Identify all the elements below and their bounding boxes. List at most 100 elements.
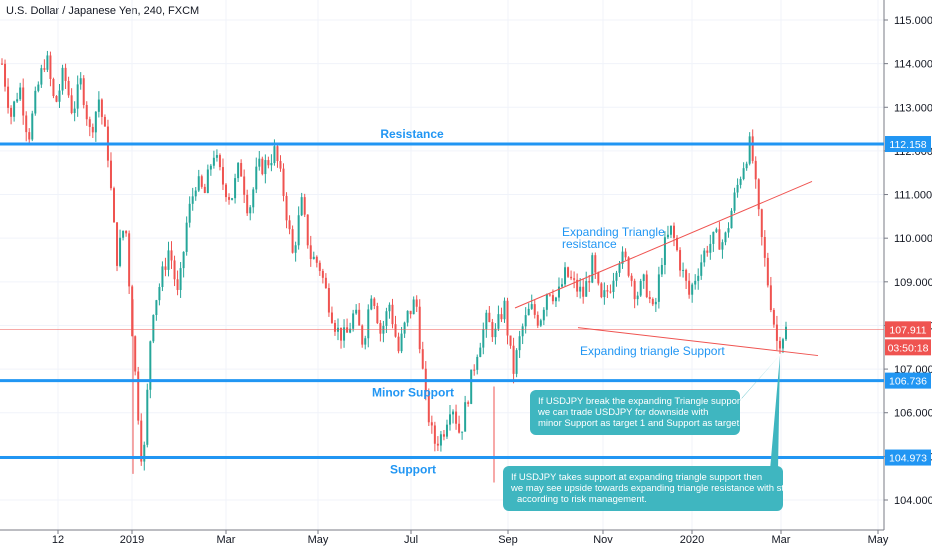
- candle-body: [167, 250, 170, 270]
- candle-body: [64, 67, 67, 81]
- minor-support-price-badge: 106.736: [889, 376, 927, 388]
- candle-body: [769, 285, 772, 310]
- candle-body: [249, 207, 252, 214]
- candle-body: [600, 283, 603, 298]
- candle-body: [763, 237, 766, 258]
- candle-body: [270, 163, 273, 166]
- candle-body: [663, 237, 666, 265]
- resistance-price-badge-bg: [885, 136, 931, 153]
- candle-body: [497, 314, 500, 329]
- candle-body: [778, 340, 781, 349]
- candle-body: [282, 168, 285, 196]
- candle-body: [781, 339, 784, 349]
- candle-body: [694, 280, 697, 285]
- candle-body: [206, 169, 209, 193]
- candle-body: [467, 402, 470, 404]
- x-tick-label-5: Sep: [498, 534, 518, 546]
- candle-body: [415, 299, 418, 307]
- candle-body: [155, 300, 158, 316]
- candle-body: [10, 107, 13, 117]
- candle-body: [530, 304, 533, 309]
- candle-body: [240, 163, 243, 177]
- candle-body: [648, 297, 651, 299]
- y-tick-label-0: 115.000: [894, 15, 932, 27]
- candle-body: [191, 196, 194, 204]
- resistance-label: Resistance: [380, 127, 444, 141]
- candle-body: [736, 184, 739, 193]
- candle-body: [330, 312, 333, 323]
- candle-body: [252, 189, 255, 208]
- x-tick-label-0: 12: [52, 534, 64, 546]
- candle-body: [140, 420, 143, 462]
- candle-body: [22, 87, 25, 116]
- candle-body: [582, 286, 585, 297]
- candle-body: [551, 295, 554, 302]
- candle-body: [427, 391, 430, 423]
- triangle-resistance-label-line-1: Expanding Triangle: [562, 225, 665, 239]
- candle-body: [615, 272, 618, 281]
- candle-body: [718, 229, 721, 250]
- candle-body: [548, 294, 551, 296]
- candle-body: [146, 389, 149, 445]
- candle-body: [603, 290, 606, 298]
- candle-body: [412, 299, 415, 315]
- candle-body: [94, 111, 97, 133]
- candle-body: [40, 68, 43, 85]
- candle-body: [255, 166, 258, 190]
- x-tick-label-6: Nov: [593, 534, 613, 546]
- candle-body: [67, 80, 70, 96]
- candle-body: [712, 231, 715, 244]
- candle-body: [16, 99, 19, 102]
- candle-body: [49, 55, 52, 79]
- support-label: Support: [390, 463, 436, 477]
- minor-support-price-badge-bg: [885, 372, 931, 389]
- candle-body: [579, 286, 582, 292]
- candle-body: [394, 324, 397, 337]
- candle-body: [25, 115, 28, 133]
- candle-body: [91, 126, 94, 133]
- candle-body: [7, 86, 10, 108]
- candle-body: [97, 99, 100, 112]
- y-tick-label-1: 114.000: [894, 59, 932, 71]
- candle-body: [143, 444, 146, 462]
- triangle-resistance-label-line-2: resistance: [562, 237, 617, 251]
- candle-body: [79, 78, 82, 85]
- candle-body: [197, 176, 200, 191]
- candle-body: [134, 336, 137, 372]
- candle-body: [349, 328, 352, 333]
- candle-body: [34, 90, 37, 114]
- candle-body: [436, 443, 439, 446]
- y-tick-label-9: 106.000: [894, 408, 932, 420]
- candle-body: [573, 278, 576, 280]
- candle-body: [688, 280, 691, 295]
- candle-body: [173, 260, 176, 280]
- callout-bounce-line-1: If USDJPY takes support at expanding tri…: [511, 472, 763, 483]
- candle-body: [122, 230, 125, 238]
- candle-body: [464, 402, 467, 432]
- minor-support-label: Minor Support: [372, 386, 454, 400]
- candle-body: [785, 326, 787, 340]
- candle-body: [285, 195, 288, 221]
- candle-body: [264, 160, 267, 175]
- candle-body: [409, 310, 412, 315]
- candle-body: [715, 229, 718, 232]
- candle-body: [452, 411, 455, 415]
- support-price-badge: 104.973: [889, 453, 927, 465]
- candle-body: [231, 198, 234, 200]
- candle-body: [370, 298, 373, 310]
- candle-body: [400, 333, 403, 352]
- candle-body: [697, 275, 700, 281]
- candle-body: [461, 431, 464, 433]
- candle-body: [751, 136, 754, 161]
- candle-body: [679, 250, 682, 271]
- candle-body: [509, 335, 512, 346]
- candle-body: [279, 161, 282, 169]
- candle-body: [473, 369, 476, 371]
- x-tick-label-9: May: [868, 534, 889, 546]
- candle-body: [318, 262, 321, 271]
- candle-body: [212, 157, 215, 166]
- candle-body: [85, 104, 88, 120]
- candle-body: [303, 197, 306, 215]
- candle-body: [243, 176, 246, 195]
